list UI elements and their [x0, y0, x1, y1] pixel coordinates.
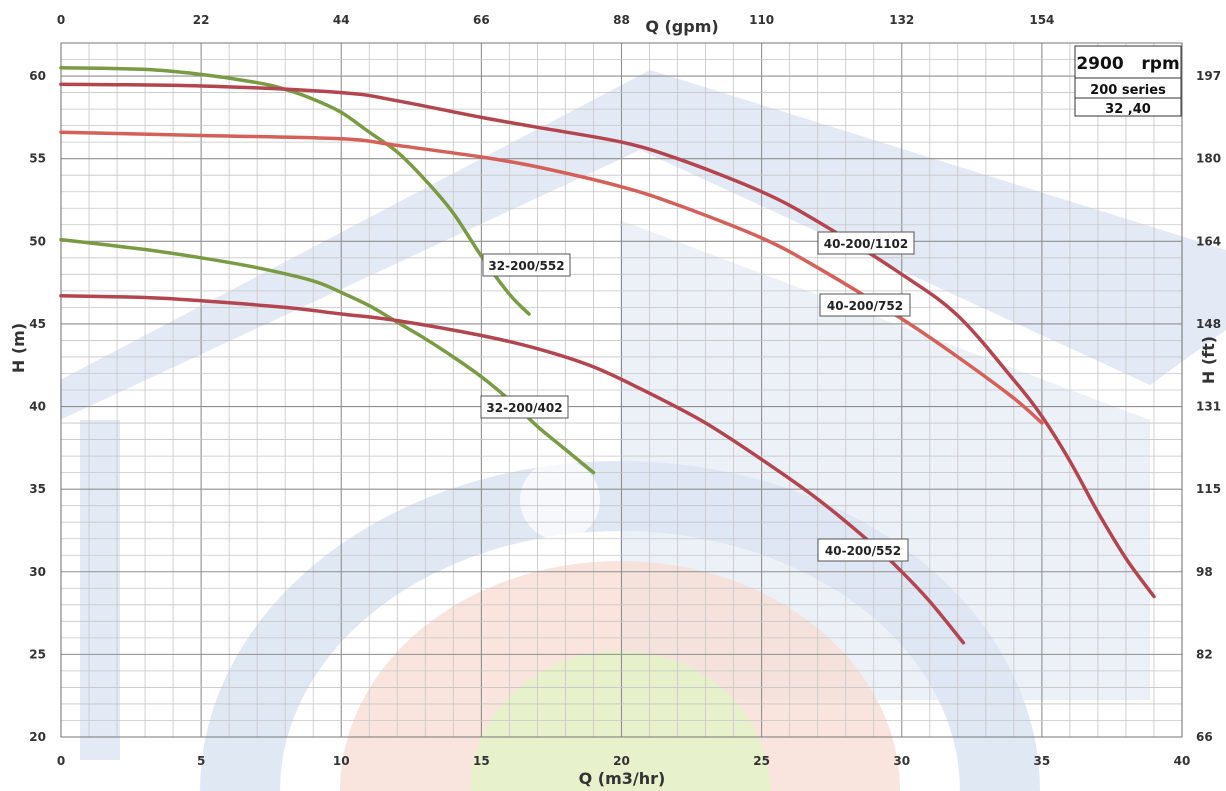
info-sizes: 32 ,40: [1105, 102, 1151, 117]
watermark-panel: [620, 220, 1150, 700]
y-tick-left: 40: [29, 400, 46, 414]
y-tick-left: 45: [29, 317, 46, 331]
x-tick-top: 0: [57, 13, 65, 27]
watermark-logo: [60, 70, 1226, 791]
x-axis-title-top: Q (gpm): [645, 17, 718, 36]
x-tick-top: 132: [889, 13, 914, 27]
curve-labels: 32-200/552 32-200/402 40-200/1102 40-200/75…: [480, 231, 915, 562]
y-tick-left: 30: [29, 565, 46, 579]
curve-label: 40-200/1102: [817, 231, 915, 255]
y-tick-right: 148: [1196, 317, 1221, 331]
x-tick-top: 88: [613, 13, 630, 27]
watermark-circle: [520, 460, 600, 540]
performance-curves: [59, 66, 1156, 645]
curve-label-text: 32-200/552: [488, 259, 564, 273]
curve-label: 32-200/402: [480, 395, 569, 419]
y-tick-right: 197: [1196, 69, 1221, 83]
watermark-bar: [80, 420, 120, 760]
x-tick-bottom: 20: [613, 754, 630, 768]
curve-label-box: [817, 538, 909, 562]
curve-label: 40-200/552: [817, 538, 909, 562]
watermark-green-arc: [470, 651, 770, 791]
curve-label-box: [817, 231, 915, 255]
x-axis-title-bottom: Q (m3/hr): [579, 769, 666, 788]
curve-label: 32-200/552: [482, 253, 571, 277]
x-tick-bottom: 35: [1034, 754, 1051, 768]
curve-32-200-552: [59, 66, 531, 316]
y-axis-title-right: H (ft): [1199, 336, 1218, 384]
x-tick-top: 154: [1029, 13, 1054, 27]
x-tick-bottom: 10: [333, 754, 350, 768]
y-tick-right: 164: [1196, 234, 1221, 248]
curve-label-text: 40-200/552: [825, 544, 901, 558]
curve-label-box: [819, 293, 911, 317]
curve-label-box: [482, 253, 571, 277]
x-tick-bottom: 25: [753, 754, 770, 768]
x-tick-top: 66: [473, 13, 490, 27]
y-tick-left: 20: [29, 730, 46, 744]
curve-label: 40-200/752: [819, 293, 911, 317]
y-tick-left: 25: [29, 647, 46, 661]
watermark-band: [60, 70, 1226, 420]
curve-label-text: 40-200/1102: [824, 237, 909, 251]
plot-border: [60, 42, 1183, 738]
x-tick-bottom: 40: [1174, 754, 1191, 768]
y-tick-right: 131: [1196, 400, 1221, 414]
info-series: 200 series: [1090, 83, 1166, 98]
x-tick-top: 44: [333, 13, 350, 27]
y-tick-right: 115: [1196, 482, 1221, 496]
y-tick-right: 98: [1196, 565, 1213, 579]
curve-40-200-1102: [59, 82, 1156, 599]
y-tick-left: 60: [29, 69, 46, 83]
x-tick-bottom: 30: [893, 754, 910, 768]
info-speed: 2900 rpm: [1076, 54, 1179, 74]
y-tick-right: 82: [1196, 647, 1213, 661]
axis-ticks: 0 5 10 15 20 25 30 35 40 0 22 44 66 88 110 132 154 20 25 30…: [29, 13, 1221, 768]
y-tick-right: 180: [1196, 152, 1221, 166]
info-box: 2900 rpm 200 series 32 ,40: [1074, 45, 1182, 117]
curve-label-box: [480, 395, 569, 419]
curve-label-text: 40-200/752: [827, 299, 903, 313]
y-axis-title-left: H (m): [9, 323, 28, 373]
curve-40-200-752: [59, 130, 1044, 425]
x-tick-bottom: 0: [57, 754, 65, 768]
y-tick-left: 35: [29, 482, 46, 496]
x-tick-bottom: 5: [197, 754, 205, 768]
chart-grid: [60, 42, 1183, 738]
y-tick-left: 50: [29, 234, 46, 248]
y-tick-left: 55: [29, 152, 46, 166]
x-tick-top: 110: [749, 13, 774, 27]
x-tick-bottom: 15: [473, 754, 490, 768]
y-tick-right: 66: [1196, 730, 1213, 744]
curve-label-text: 32-200/402: [486, 401, 562, 415]
x-tick-top: 22: [193, 13, 210, 27]
